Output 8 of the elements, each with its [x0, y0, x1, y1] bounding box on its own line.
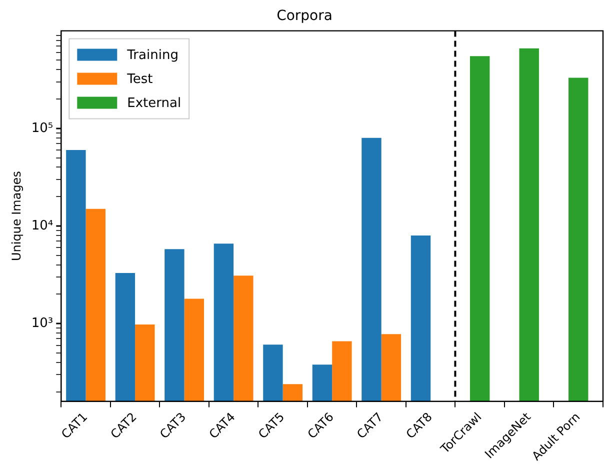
- y-tick-label: 10³: [31, 316, 54, 331]
- y-axis-title: Unique Images: [9, 171, 24, 262]
- chart-title: Corpora: [276, 8, 332, 24]
- y-tick-label: 10⁵: [31, 120, 54, 136]
- legend-label: Training: [126, 48, 178, 64]
- legend-label: External: [127, 96, 182, 112]
- y-tick-label: 10⁴: [31, 218, 54, 234]
- legend-label: Test: [126, 72, 153, 88]
